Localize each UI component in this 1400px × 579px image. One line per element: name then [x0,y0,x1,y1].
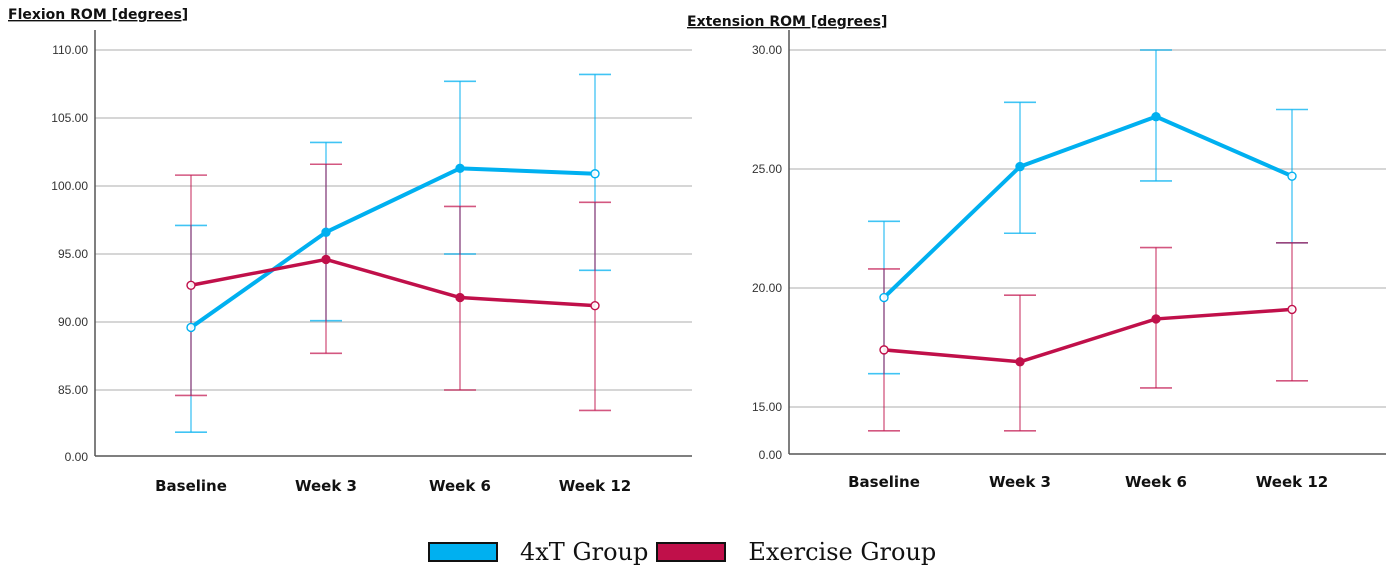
x-tick-label: Baseline [155,477,227,495]
legend-swatch-4xt [428,542,498,562]
y-tick-label-zero: 0.00 [65,450,89,464]
y-tick-label: 100.00 [51,179,88,193]
data-point-4xt [321,227,331,237]
data-point-exercise [590,300,600,311]
series-line-4xt [882,114,1293,299]
data-point-4xt [186,322,196,333]
legend: 4xT Group Exercise Group [428,535,942,569]
y-tick-label: 30.00 [752,43,782,57]
data-point-4xt [879,292,889,303]
data-point-exercise [1015,357,1025,367]
data-point-4xt [455,163,465,174]
x-tick-label: Baseline [848,473,920,491]
x-tick-labels: Baseline Week 3 Week 6 Week 12 [155,477,631,495]
y-tick-label: 95.00 [58,247,88,261]
y-tick-labels: 85.00 90.00 95.00 100.00 105.00 110.00 0.00 [51,43,88,464]
x-tick-label: Week 3 [989,473,1051,491]
chart-title: Extension ROM [degrees] [687,14,887,30]
x-tick-labels: Baseline Week 3 Week 6 Week 12 [848,473,1328,491]
y-tick-label-zero: 0.00 [759,448,783,462]
x-tick-label: Week 3 [295,477,357,495]
y-tick-label: 15.00 [752,400,782,414]
extension-chart: Extension ROM [degrees] 15.00 20.00 25.00 3… [687,14,1386,491]
grid-lines [95,49,692,391]
legend-label: 4xT Group [520,538,649,566]
chart-title: Flexion ROM [degrees] [8,7,188,23]
data-point-4xt [1015,161,1025,172]
data-point-exercise [455,292,465,303]
legend-item-4xt: 4xT Group [428,538,654,566]
series-marks [175,73,611,433]
data-point-exercise [186,280,196,290]
legend-label: Exercise Group [748,538,937,566]
axes [788,30,1386,455]
data-point-exercise [879,345,889,355]
data-point-4xt [1151,111,1161,122]
data-point-exercise [321,254,331,265]
legend-swatch-exercise [656,542,727,562]
series-line-exercise [883,307,1293,364]
x-tick-label: Week 6 [429,477,491,495]
y-tick-label: 105.00 [51,111,88,125]
legend-item-exercise: Exercise Group [654,538,942,566]
y-tick-label: 110.00 [52,43,88,57]
x-tick-label: Week 12 [1256,473,1328,491]
y-tick-labels: 15.00 20.00 25.00 30.00 0.00 [752,43,782,462]
series-line-exercise [190,257,596,308]
data-point-4xt [1287,171,1297,181]
y-tick-label: 25.00 [752,162,782,176]
flexion-chart: Flexion ROM [degrees] 85.00 90.00 95.00 100… [8,7,692,495]
data-point-4xt [590,169,600,179]
y-tick-label: 85.00 [58,383,88,397]
data-point-exercise [1287,304,1297,315]
x-tick-label: Week 12 [559,477,631,495]
series-marks [868,49,1308,432]
grid-lines [789,49,1386,408]
y-tick-label: 20.00 [752,281,782,295]
data-point-exercise [1151,314,1161,324]
x-tick-label: Week 6 [1125,473,1187,491]
axes [94,30,692,457]
series-line-4xt [189,166,596,330]
y-tick-label: 90.00 [58,315,88,329]
